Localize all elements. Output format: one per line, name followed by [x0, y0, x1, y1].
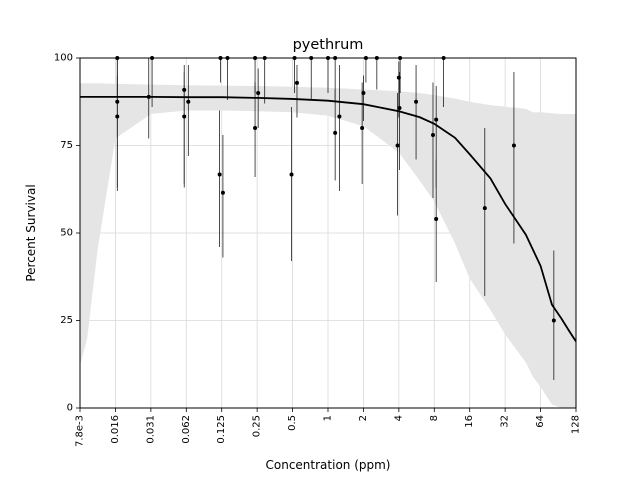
fit-curve: [80, 95, 577, 342]
x-axis-title: Concentration (ppm): [266, 458, 391, 472]
data-point: [337, 114, 342, 119]
data-point: [551, 318, 556, 323]
data-point: [146, 94, 151, 99]
y-axis-title: Percent Survival: [24, 184, 38, 281]
data-point: [253, 126, 258, 130]
data-point: [182, 114, 187, 119]
y-axis-ticks: 0 25 50 75 100: [54, 53, 80, 414]
x-tick-label: 0.016: [110, 415, 121, 444]
x-tick-label: 8: [429, 415, 440, 421]
x-tick-label: 0.25: [252, 415, 263, 437]
x-tick-label: 0.5: [287, 415, 298, 431]
x-axis-ticks: 7.8e-3 0.016 0.031 0.062 0.125 0.25 0.5 1 2 4 8 16 3…: [75, 408, 582, 447]
x-tick-label: 2: [358, 415, 369, 421]
data-point: [511, 143, 516, 148]
data-point: [289, 172, 294, 177]
x-tick-label: 1: [323, 415, 334, 421]
data-point: [220, 190, 225, 195]
x-tick-label: 16: [464, 415, 475, 428]
x-tick-label: 4: [393, 415, 404, 421]
data-point: [256, 91, 261, 95]
data-point: [430, 133, 435, 137]
confidence-band: [80, 83, 576, 408]
data-point: [361, 91, 366, 95]
data-point: [217, 172, 222, 177]
data-point: [482, 206, 487, 211]
data-point: [186, 99, 191, 104]
x-tick-label: 7.8e-3: [75, 415, 86, 447]
y-tick-label: 50: [60, 228, 73, 239]
data-points-layer: [115, 56, 556, 380]
y-tick-label: 0: [67, 403, 73, 414]
fit-curve-layer: [80, 95, 577, 342]
x-tick-label: 0.125: [216, 415, 227, 444]
data-point: [414, 99, 419, 104]
data-point: [360, 126, 365, 130]
x-tick-label: 128: [571, 415, 582, 434]
y-tick-label: 25: [60, 315, 73, 326]
chart-title: pyethrum: [293, 37, 364, 53]
confidence-band-layer: [80, 83, 576, 408]
data-point: [333, 130, 338, 135]
data-point: [434, 217, 439, 221]
y-tick-label: 100: [54, 53, 73, 64]
data-point: [434, 117, 439, 122]
data-point: [395, 143, 400, 148]
data-point: [294, 80, 299, 85]
x-tick-label: 0.062: [181, 415, 192, 444]
x-tick-label: 0.031: [145, 415, 156, 444]
data-point: [115, 114, 120, 119]
x-tick-label: 32: [500, 415, 511, 428]
x-tick-label: 64: [535, 415, 546, 428]
data-point: [397, 106, 402, 111]
y-tick-label: 75: [60, 140, 73, 151]
